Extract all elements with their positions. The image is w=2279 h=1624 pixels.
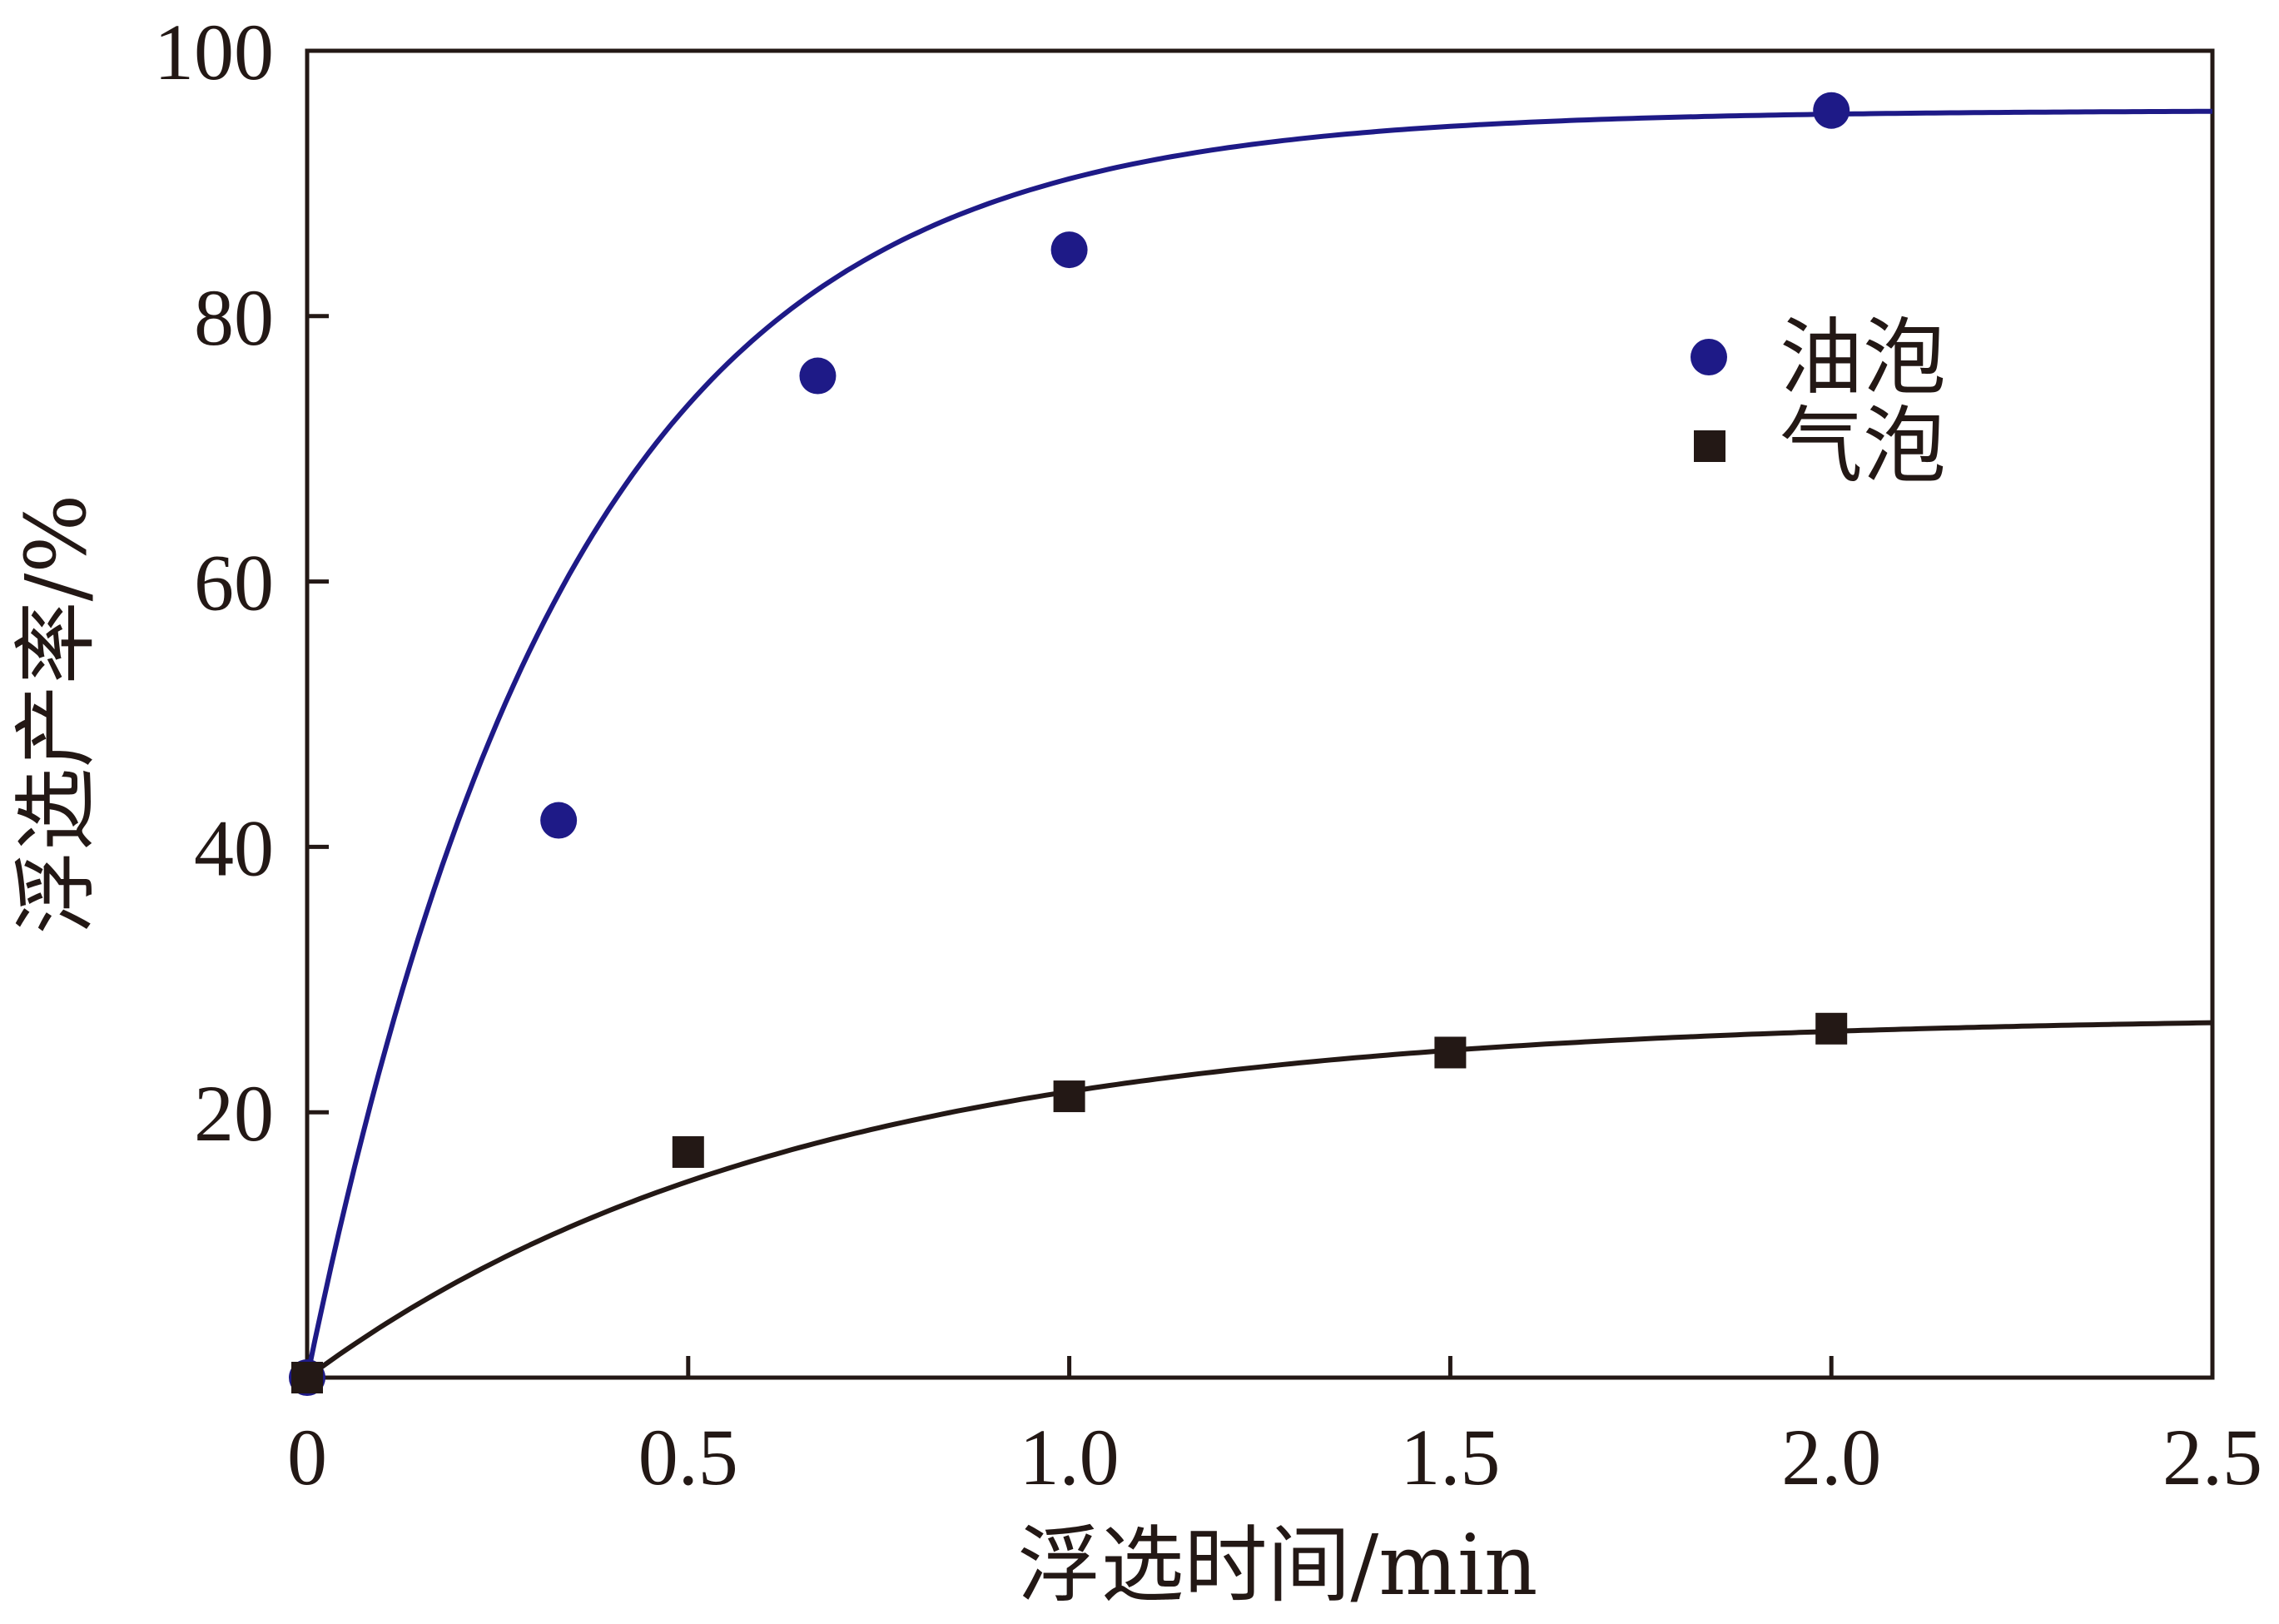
y-axis-title: 浮选产率/% — [7, 494, 105, 935]
y-tick-label: 80 — [194, 273, 274, 362]
y-tick-label: 60 — [194, 539, 274, 628]
fit-curves — [305, 108, 2213, 1380]
y-tick-label: 20 — [194, 1069, 274, 1158]
legend-marker-air-bubble — [1694, 430, 1725, 462]
y-tick-label: 100 — [154, 7, 274, 97]
data-point-series-0 — [1813, 92, 1850, 129]
data-point-series-1 — [1053, 1080, 1085, 1113]
x-axis-title: 浮选时间/min — [1018, 1517, 1538, 1614]
y-tick-label: 40 — [194, 803, 274, 892]
x-tick-label: 2.0 — [1781, 1413, 1881, 1502]
data-point-series-0 — [540, 802, 578, 839]
x-tick-label: 2.5 — [2162, 1413, 2262, 1502]
data-point-series-0 — [799, 357, 837, 395]
fit-curve-series-0 — [305, 108, 2212, 1378]
x-tick-label: 0 — [287, 1413, 327, 1502]
plot-frame — [305, 48, 2215, 1380]
x-tick-label: 1.0 — [1020, 1413, 1120, 1502]
data-point-series-0 — [1050, 231, 1088, 269]
legend: 油泡 气泡 — [1691, 309, 1946, 494]
axis-ticks — [307, 314, 1834, 1378]
data-points — [289, 92, 1850, 1396]
data-point-series-1 — [291, 1362, 323, 1393]
x-tick-label: 1.5 — [1400, 1413, 1500, 1502]
tick-labels: 0 0.5 1.0 1.5 2.0 2.5 20 40 60 80 100 — [154, 7, 2262, 1502]
data-point-series-1 — [672, 1136, 704, 1169]
x-tick-label: 0.5 — [638, 1413, 738, 1502]
legend-marker-oil-bubble — [1691, 339, 1727, 375]
legend-label-air-bubble: 气泡 — [1780, 397, 1946, 494]
fit-curve-series-1 — [305, 1020, 2213, 1380]
data-point-series-1 — [1815, 1012, 1848, 1045]
legend-label-oil-bubble: 油泡 — [1780, 309, 1946, 406]
data-point-series-1 — [1434, 1036, 1467, 1069]
